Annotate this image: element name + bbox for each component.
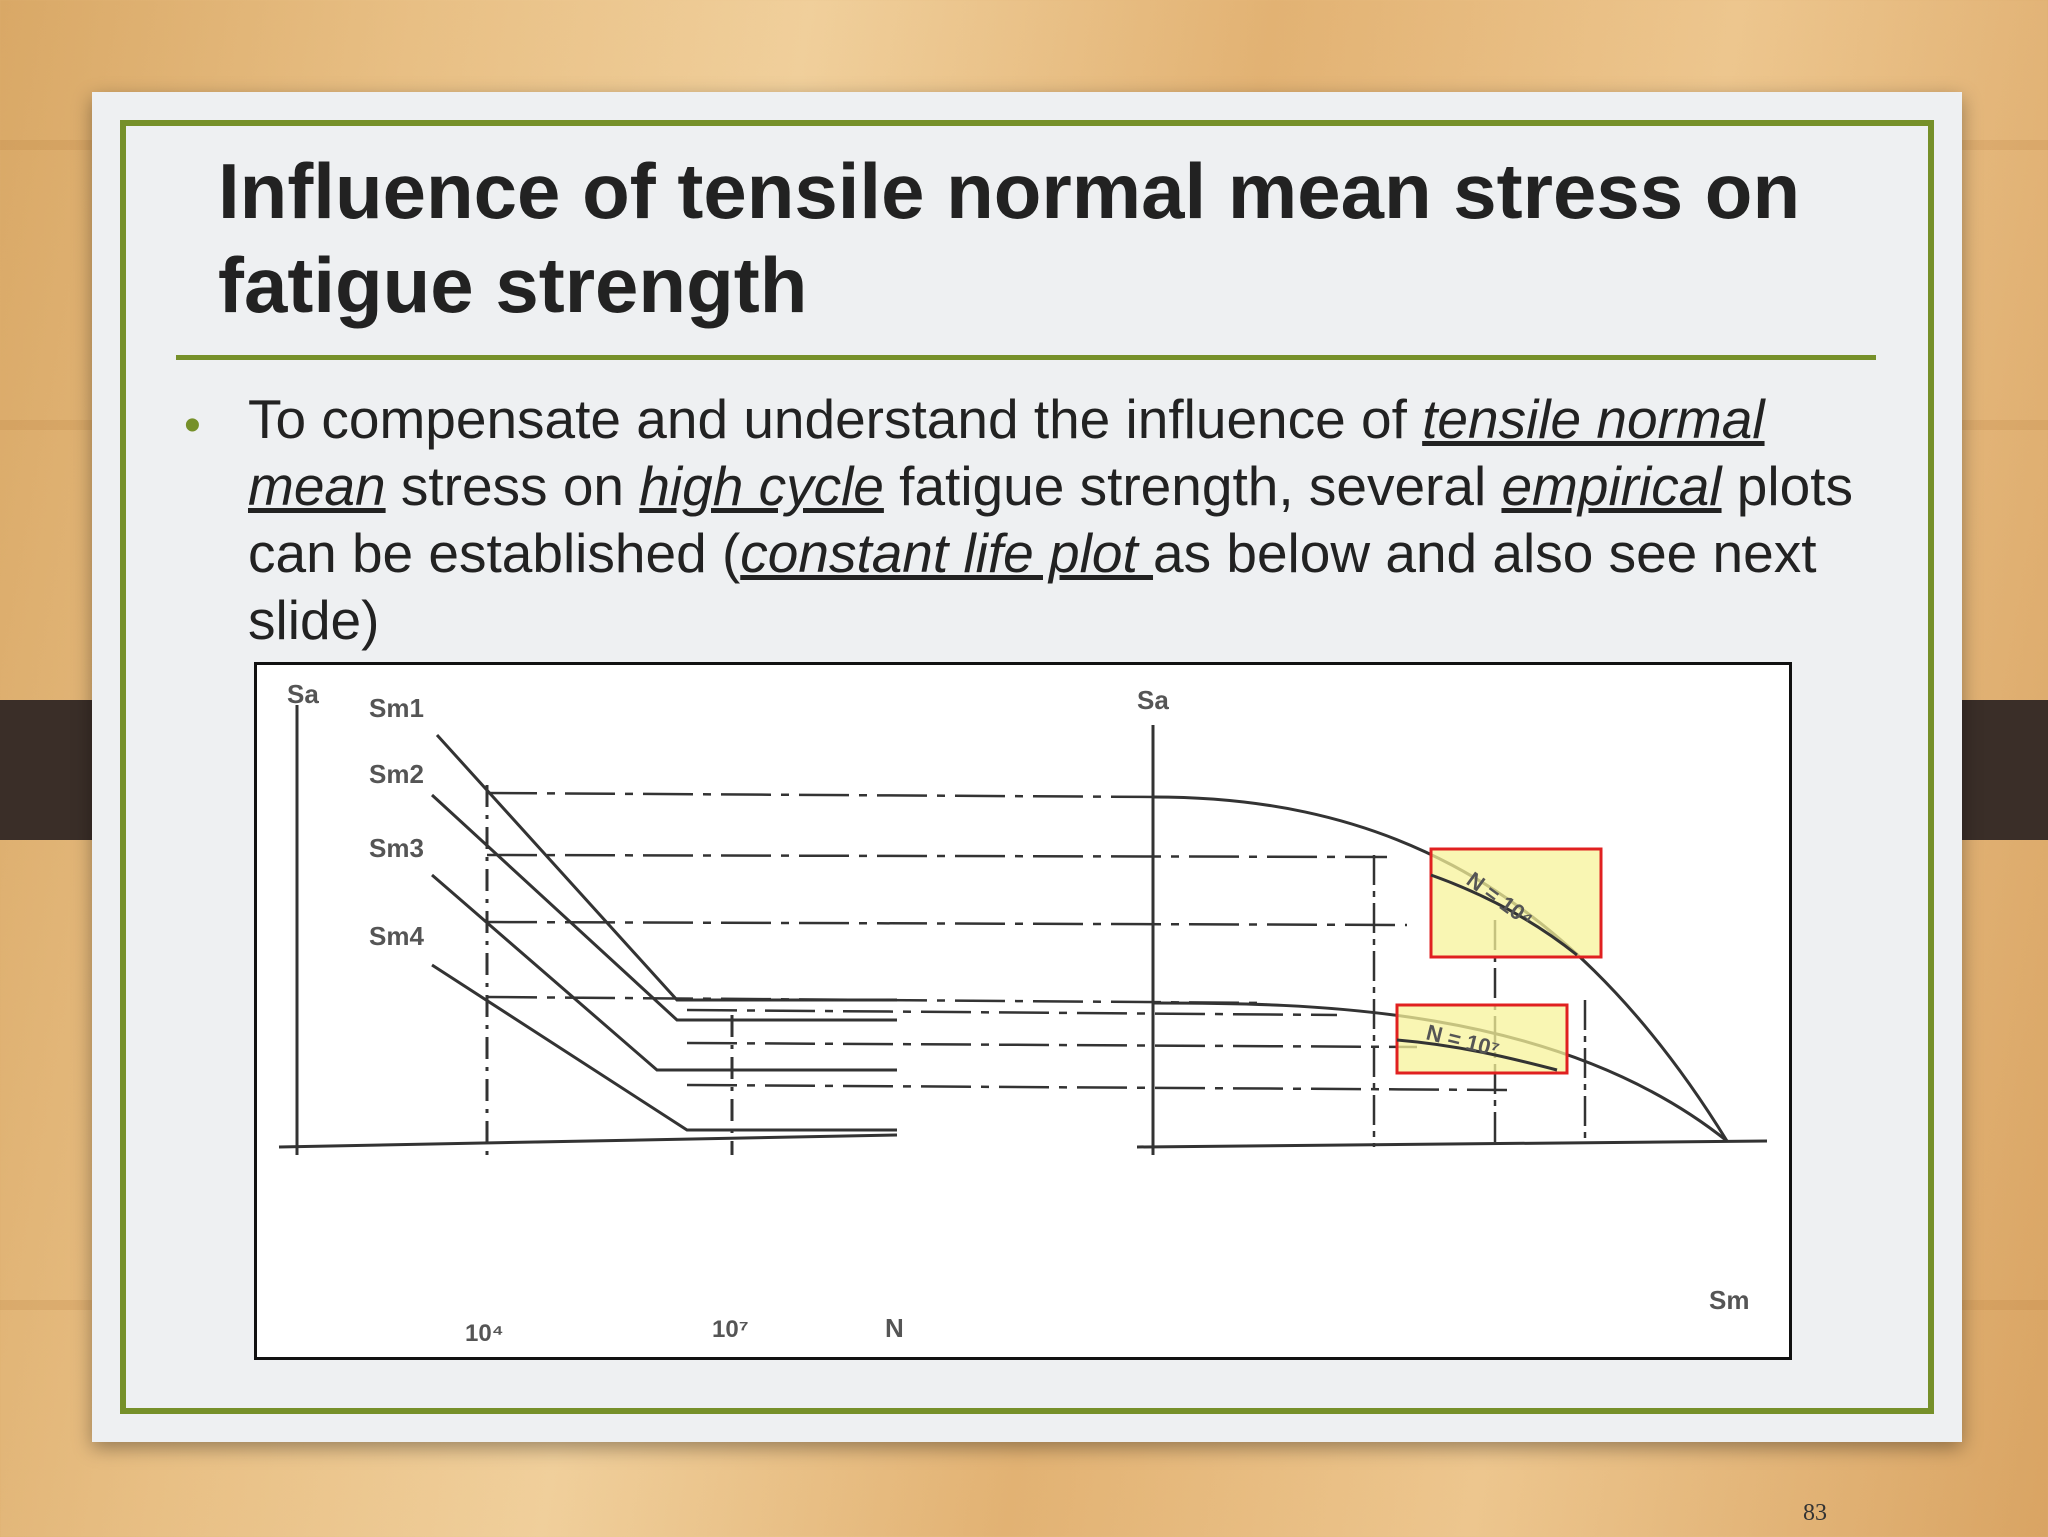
label-sm1: Sm1 bbox=[369, 693, 424, 723]
title-divider bbox=[176, 355, 1876, 360]
emphasis-empirical: empirical bbox=[1501, 455, 1722, 517]
left-x-axis bbox=[278, 1133, 898, 1149]
x-axis-label-n: N bbox=[885, 1313, 904, 1343]
sn-curve-sm1 bbox=[435, 733, 897, 1002]
bullet-text-5: as below and also see next slide) bbox=[248, 522, 1817, 651]
label-sm4: Sm4 bbox=[369, 921, 424, 951]
bullet-text-2: stress on bbox=[385, 455, 640, 517]
bullet-text-1: To compensate and understand the influen… bbox=[248, 388, 1423, 450]
emphasis-high-cycle: high cycle bbox=[639, 455, 884, 517]
sn-curve-sm3 bbox=[431, 873, 897, 1072]
left-axis-label: Sa bbox=[287, 679, 319, 709]
tick-1e4: 10⁴ bbox=[465, 1320, 504, 1347]
label-sm2: Sm2 bbox=[369, 759, 424, 789]
right-x-axis-label: Sm bbox=[1709, 1285, 1749, 1315]
sn-curve-sm4 bbox=[431, 963, 897, 1132]
constant-life-plot-diagram: Sa Sm1 Sm2 Sm3 Sm4 10⁴ 10⁷ N Sa Sm N = 1… bbox=[278, 679, 1768, 1347]
page-number: 83 bbox=[1803, 1500, 1827, 1526]
bullet-text: To compensate and understand the influen… bbox=[248, 386, 1888, 654]
emphasis-constant-life-plot: constant life plot bbox=[740, 522, 1154, 584]
bullet-dot-icon: • bbox=[184, 399, 201, 452]
slide-title: Influence of tensile normal mean stress … bbox=[218, 147, 1801, 329]
label-sm3: Sm3 bbox=[369, 833, 424, 863]
highlight-box-n-1e4 bbox=[1429, 847, 1603, 959]
right-x-axis bbox=[1136, 1139, 1768, 1149]
slide: Influence of tensile normal mean stress … bbox=[92, 92, 1962, 1442]
highlight-box-n-1e7 bbox=[1395, 1003, 1569, 1075]
bullet-text-3: fatigue strength, several bbox=[883, 455, 1502, 517]
emphasis-tensile-normal-mean: tensile normal mean bbox=[248, 388, 1765, 517]
sn-curve-sm2 bbox=[430, 793, 897, 1022]
tick-1e7: 10⁷ bbox=[712, 1316, 749, 1343]
constant-life-plot-figure: Sa Sm1 Sm2 Sm3 Sm4 10⁴ 10⁷ N Sa Sm N = 1… bbox=[254, 662, 1792, 1360]
slide-frame bbox=[120, 120, 1934, 1414]
bullet-text-4: plots can be established ( bbox=[248, 455, 1853, 584]
right-axis-label: Sa bbox=[1137, 685, 1169, 715]
projection-lines bbox=[486, 791, 1508, 1092]
